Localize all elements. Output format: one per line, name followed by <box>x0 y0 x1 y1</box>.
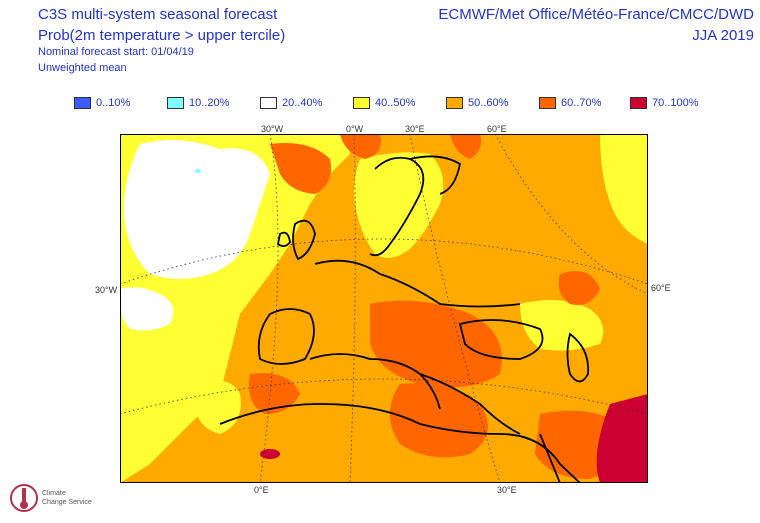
field-70-100-southeast <box>596 394 648 483</box>
legend-swatch <box>260 97 277 109</box>
logo-text-line1: Climate <box>42 490 66 497</box>
coast-caspian <box>566 332 590 383</box>
field-20-40-small <box>120 287 174 331</box>
coast-black-sea <box>458 319 544 360</box>
legend-item-60-70: 60..70% <box>539 95 601 111</box>
forecast-map <box>120 134 648 483</box>
c3s-logo: Climate Change Service <box>6 478 102 518</box>
coast-north-africa <box>219 403 581 483</box>
legend-label: 60..70% <box>561 97 602 109</box>
logo-text-line2: Change Service <box>42 499 92 506</box>
legend-swatch <box>446 97 463 109</box>
top-axis-label-30e: 30°E <box>405 124 425 134</box>
forecast-start-label: Nominal forecast start: 01/04/19 <box>38 46 194 58</box>
coast-britain <box>292 219 316 261</box>
map-title: C3S multi-system seasonal forecast <box>38 6 278 23</box>
legend-swatch <box>630 97 647 109</box>
coastlines <box>219 155 590 483</box>
field-60-70-ural <box>558 271 600 305</box>
field-60-70-barents <box>450 134 482 159</box>
legend-item-40-50: 40..50% <box>353 95 415 111</box>
legend-swatch <box>167 97 184 109</box>
logo-ring <box>10 484 38 512</box>
field-60-70-north <box>340 134 381 159</box>
field-60-70-balkans <box>390 383 488 458</box>
map-border <box>120 134 648 483</box>
top-axis-label-0w: 0°W <box>346 124 364 134</box>
coast-finland <box>409 155 462 195</box>
field-60-70-iberia <box>249 373 300 414</box>
coast-scandinavia <box>369 156 425 257</box>
probability-legend: 0..10% 10..20% 20..40% 40..50% 50..60% 6… <box>74 95 714 111</box>
left-axis-label-30w: 30°W <box>95 285 118 295</box>
legend-label: 70..100% <box>652 97 699 109</box>
legend-swatch <box>539 97 556 109</box>
bottom-axis-label-30e: 30°E <box>497 485 517 495</box>
bottom-axis-label-0e: 0°E <box>254 485 269 495</box>
map-subtitle: Prob(2m temperature > upper tercile) <box>38 27 286 44</box>
season-label: JJA 2019 <box>692 27 754 44</box>
c3s-logo-svg: Climate Change Service <box>10 484 92 512</box>
field-20-40-atlantic <box>124 140 270 279</box>
meridian-30e <box>409 134 501 483</box>
field-40-50-scandinavia <box>354 152 444 258</box>
field-10-20-speck <box>195 169 201 173</box>
provider-label: ECMWF/Met Office/Météo-France/CMCC/DWD <box>438 6 754 23</box>
top-axis-label-30w: 30°W <box>261 124 284 134</box>
logo-bulb <box>20 501 28 509</box>
field-40-50-east <box>600 134 648 244</box>
logo-thermometer-icon <box>22 488 26 504</box>
top-axis-label-60e: 60°E <box>487 124 507 134</box>
legend-label: 0..10% <box>96 97 131 109</box>
legend-item-20-40: 20..40% <box>260 95 322 111</box>
right-axis-label-60e: 60°E <box>651 283 671 293</box>
legend-label: 20..40% <box>282 97 323 109</box>
field-70-100-africa <box>260 449 280 459</box>
legend-swatch <box>353 97 370 109</box>
legend-label: 10..20% <box>189 97 230 109</box>
legend-swatch <box>74 97 91 109</box>
coast-italy <box>419 373 441 410</box>
coast-iberia <box>257 308 315 365</box>
coast-red-sea <box>539 433 561 483</box>
graticule <box>120 134 648 483</box>
meridian-60e <box>494 134 648 295</box>
field-60-70-northatlantic <box>270 143 331 194</box>
mean-type-label: Unweighted mean <box>38 62 127 74</box>
coast-ireland <box>277 231 291 247</box>
coast-north-europe <box>314 259 521 308</box>
forecast-map-svg <box>120 134 648 483</box>
legend-item-70-100: 70..100% <box>630 95 698 111</box>
meridian-0 <box>349 134 356 483</box>
legend-label: 40..50% <box>375 97 416 109</box>
legend-item-50-60: 50..60% <box>446 95 508 111</box>
legend-label: 50..60% <box>468 97 509 109</box>
legend-item-0-10: 0..10% <box>74 95 130 111</box>
legend-item-10-20: 10..20% <box>167 95 229 111</box>
field-40-50-caspian <box>520 300 604 351</box>
